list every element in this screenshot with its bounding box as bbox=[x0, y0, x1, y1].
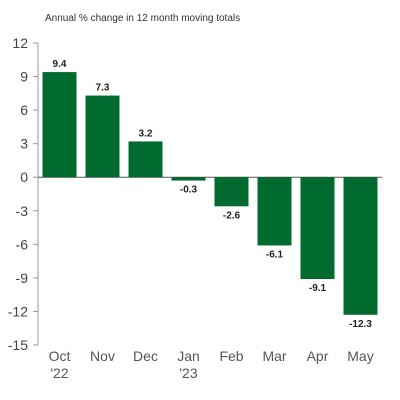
bar bbox=[214, 177, 249, 207]
chart-subtitle: Annual % change in 12 month moving total… bbox=[45, 13, 240, 24]
y-tick-label: 6 bbox=[20, 102, 28, 118]
data-label-group: 9.4 7.3 3.2 -0.3 -2.6 -6.1 -9.1 -12.3 bbox=[53, 59, 373, 330]
x-tick-sublabel: '23 bbox=[179, 365, 197, 381]
bar bbox=[42, 72, 77, 178]
data-label: 3.2 bbox=[139, 128, 153, 139]
data-label: 9.4 bbox=[53, 59, 67, 70]
x-axis-ticks: Oct'22 Nov Dec Jan'23 Feb Mar Apr May bbox=[49, 348, 374, 381]
bar bbox=[85, 95, 120, 178]
x-tick-label: Dec bbox=[133, 348, 158, 364]
x-tick-label: Nov bbox=[90, 348, 115, 364]
data-label: -9.1 bbox=[309, 283, 327, 294]
y-tick-label: 12 bbox=[12, 35, 28, 51]
data-label: -0.3 bbox=[180, 185, 198, 196]
data-label: -12.3 bbox=[349, 319, 372, 330]
x-tick-label: May bbox=[347, 348, 373, 364]
x-tick-label: Feb bbox=[219, 348, 243, 364]
bar bbox=[343, 177, 378, 315]
bar bbox=[128, 141, 163, 178]
x-tick-label: Mar bbox=[262, 348, 286, 364]
bar bbox=[257, 177, 292, 246]
y-tick-label: -12 bbox=[8, 303, 28, 319]
data-label: 7.3 bbox=[96, 83, 110, 94]
x-tick-sublabel: '22 bbox=[50, 365, 68, 381]
data-label: -6.1 bbox=[266, 249, 284, 260]
y-tick-label: 3 bbox=[20, 136, 28, 152]
bar-group bbox=[42, 72, 378, 315]
x-tick-label: Apr bbox=[307, 348, 329, 364]
y-tick-label: 9 bbox=[20, 69, 28, 85]
y-tick-label: -6 bbox=[16, 236, 29, 252]
data-label: -2.6 bbox=[223, 210, 241, 221]
y-axis-ticks: 12 9 6 3 0 -3 -6 -9 -12 -15 bbox=[8, 35, 38, 353]
y-tick-label: 0 bbox=[20, 169, 28, 185]
x-tick-label: Oct bbox=[49, 348, 71, 364]
y-tick-label: -9 bbox=[16, 270, 29, 286]
y-tick-label: -15 bbox=[8, 337, 28, 353]
bar bbox=[171, 177, 206, 181]
x-tick-label: Jan bbox=[177, 348, 200, 364]
y-tick-label: -3 bbox=[16, 203, 29, 219]
bar bbox=[300, 177, 335, 280]
